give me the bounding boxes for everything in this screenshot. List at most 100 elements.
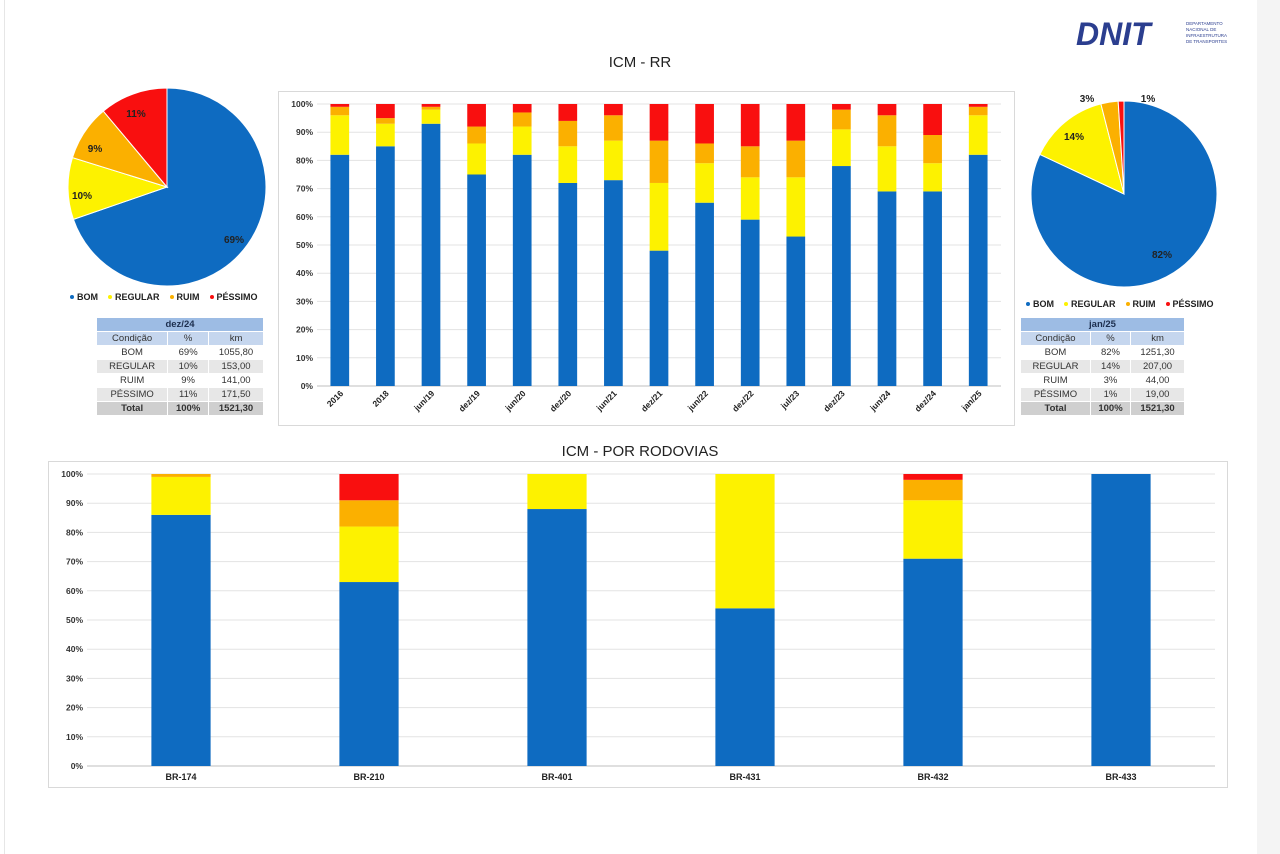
table-cell: 82% xyxy=(1090,346,1131,359)
legend-dot-pessimo xyxy=(1165,302,1170,306)
bar-segment-bom xyxy=(649,250,669,386)
table-cell: Total xyxy=(1021,402,1090,415)
bar-segment-pessimo xyxy=(923,104,942,136)
bar-segment-pessimo xyxy=(558,104,578,121)
table-row: BOM 82% 1251,30 xyxy=(1021,346,1184,359)
bar-segment-ruim xyxy=(339,500,399,527)
table-cell: Total xyxy=(97,402,168,415)
legend-dot-pessimo xyxy=(209,295,214,299)
bar-segment-pessimo xyxy=(604,104,623,116)
table-header: km xyxy=(1131,332,1184,345)
bar-segment-ruim xyxy=(604,115,623,141)
bar-segment-pessimo xyxy=(832,104,851,110)
legend-dot-ruim xyxy=(1125,302,1130,306)
table-row: PÉSSIMO 11% 171,50 xyxy=(97,388,263,401)
legend-item-bom: BOM xyxy=(70,292,98,302)
x-category-label: jan/25 xyxy=(959,388,984,413)
legend-item-ruim: RUIM xyxy=(1125,299,1156,309)
table-cell: 1% xyxy=(1090,388,1131,401)
y-tick-label: 60% xyxy=(66,586,83,596)
table-total-row: Total 100% 1521,30 xyxy=(97,402,263,415)
table-cell: 1251,30 xyxy=(1131,346,1184,359)
y-tick-label: 90% xyxy=(66,498,83,508)
legend-item-regular: REGULAR xyxy=(1064,299,1116,309)
table-cell: RUIM xyxy=(1021,374,1090,387)
x-category-label: BR-401 xyxy=(541,772,572,782)
table-cell: 69% xyxy=(168,346,209,359)
x-category-label: jun/24 xyxy=(867,388,892,413)
table-cell: 1521,30 xyxy=(1131,402,1184,415)
y-tick-label: 0% xyxy=(71,761,84,771)
pie-value-label: 69% xyxy=(224,235,244,246)
bar-segment-bom xyxy=(695,202,714,386)
icm-rr-bar-chart: 0% 10% 20% 30% 40% 50% 60% 70% 80% 90% 100% 2016 201… xyxy=(291,99,1001,414)
bar-segment-ruim xyxy=(376,118,395,124)
x-category-label: BR-210 xyxy=(353,772,384,782)
page-margin xyxy=(1257,0,1280,854)
table-cell: 9% xyxy=(168,374,209,387)
bar-segment-regular xyxy=(330,115,350,155)
pie-value-label: 82% xyxy=(1152,250,1172,261)
table-row: BOM 69% 1055,80 xyxy=(97,346,263,359)
bar-segment-bom xyxy=(558,182,578,386)
bar-segment-regular xyxy=(786,177,806,237)
y-tick-label: 20% xyxy=(66,703,83,713)
bar-segment-regular xyxy=(467,143,486,175)
y-tick-label: 40% xyxy=(296,268,313,278)
table-title: dez/24 xyxy=(97,318,263,331)
legend-item-regular: REGULAR xyxy=(108,292,160,302)
bar-segment-pessimo xyxy=(649,104,669,141)
bar-segment-regular xyxy=(649,182,669,251)
y-tick-label: 10% xyxy=(66,732,83,742)
bar-segment-regular xyxy=(923,163,942,192)
bar-segment-bom xyxy=(923,191,942,386)
bar-segment-ruim xyxy=(832,109,851,130)
legend-dot-bom xyxy=(1026,302,1030,306)
table-row: RUIM 9% 141,00 xyxy=(97,374,263,387)
bar-segment-regular xyxy=(421,109,441,124)
legend-dot-ruim xyxy=(169,295,174,299)
bar-segment-bom xyxy=(832,166,851,386)
x-category-label: dez/22 xyxy=(730,388,756,414)
legend-label-regular: REGULAR xyxy=(1071,299,1116,309)
table-cell: 141,00 xyxy=(209,374,263,387)
x-category-label: 2018 xyxy=(370,388,391,409)
legend-label-regular: REGULAR xyxy=(115,292,160,302)
bar-segment-ruim xyxy=(923,135,942,164)
bar-segment-pessimo xyxy=(903,474,963,480)
logo-text: DNIT xyxy=(1076,16,1153,52)
x-category-label: BR-432 xyxy=(917,772,948,782)
bar-segment-bom xyxy=(786,236,806,386)
bar-segment-bom xyxy=(339,582,399,766)
table-cell: 100% xyxy=(1090,402,1131,415)
y-tick-label: 10% xyxy=(296,353,313,363)
logo-subtext-2: NACIONAL DE xyxy=(1186,27,1216,32)
y-tick-label: 80% xyxy=(66,527,83,537)
bar-segment-bom xyxy=(376,146,395,386)
y-tick-label: 50% xyxy=(66,615,83,625)
bar-segment-ruim xyxy=(877,115,897,147)
table-row: RUIM 3% 44,00 xyxy=(1021,374,1184,387)
legend-label-ruim: RUIM xyxy=(176,292,200,302)
logo-subtext-4: DE TRANSPORTES xyxy=(1186,39,1227,44)
bar-segment-bom xyxy=(715,608,775,766)
table-cell: 44,00 xyxy=(1131,374,1184,387)
bar-segment-pessimo xyxy=(740,104,760,147)
y-tick-label: 70% xyxy=(296,184,313,194)
x-category-label: dez/24 xyxy=(913,388,939,414)
table-header: Condição xyxy=(1021,332,1090,345)
table-row: REGULAR 10% 153,00 xyxy=(97,360,263,373)
bar-segment-regular xyxy=(877,146,897,192)
y-tick-label: 60% xyxy=(296,212,313,222)
table-cell: BOM xyxy=(1021,346,1090,359)
table-header: Condição xyxy=(97,332,168,345)
bar-segment-bom xyxy=(421,123,441,387)
x-category-label: 2016 xyxy=(325,388,346,409)
legend-item-pessimo: PÉSSIMO xyxy=(1165,299,1214,309)
legend-dot-regular xyxy=(108,295,112,299)
legend-dot-regular xyxy=(1064,302,1068,306)
y-tick-label: 30% xyxy=(296,296,313,306)
y-tick-label: 30% xyxy=(66,673,83,683)
x-category-label: BR-433 xyxy=(1105,772,1136,782)
bar-segment-ruim xyxy=(903,479,963,501)
